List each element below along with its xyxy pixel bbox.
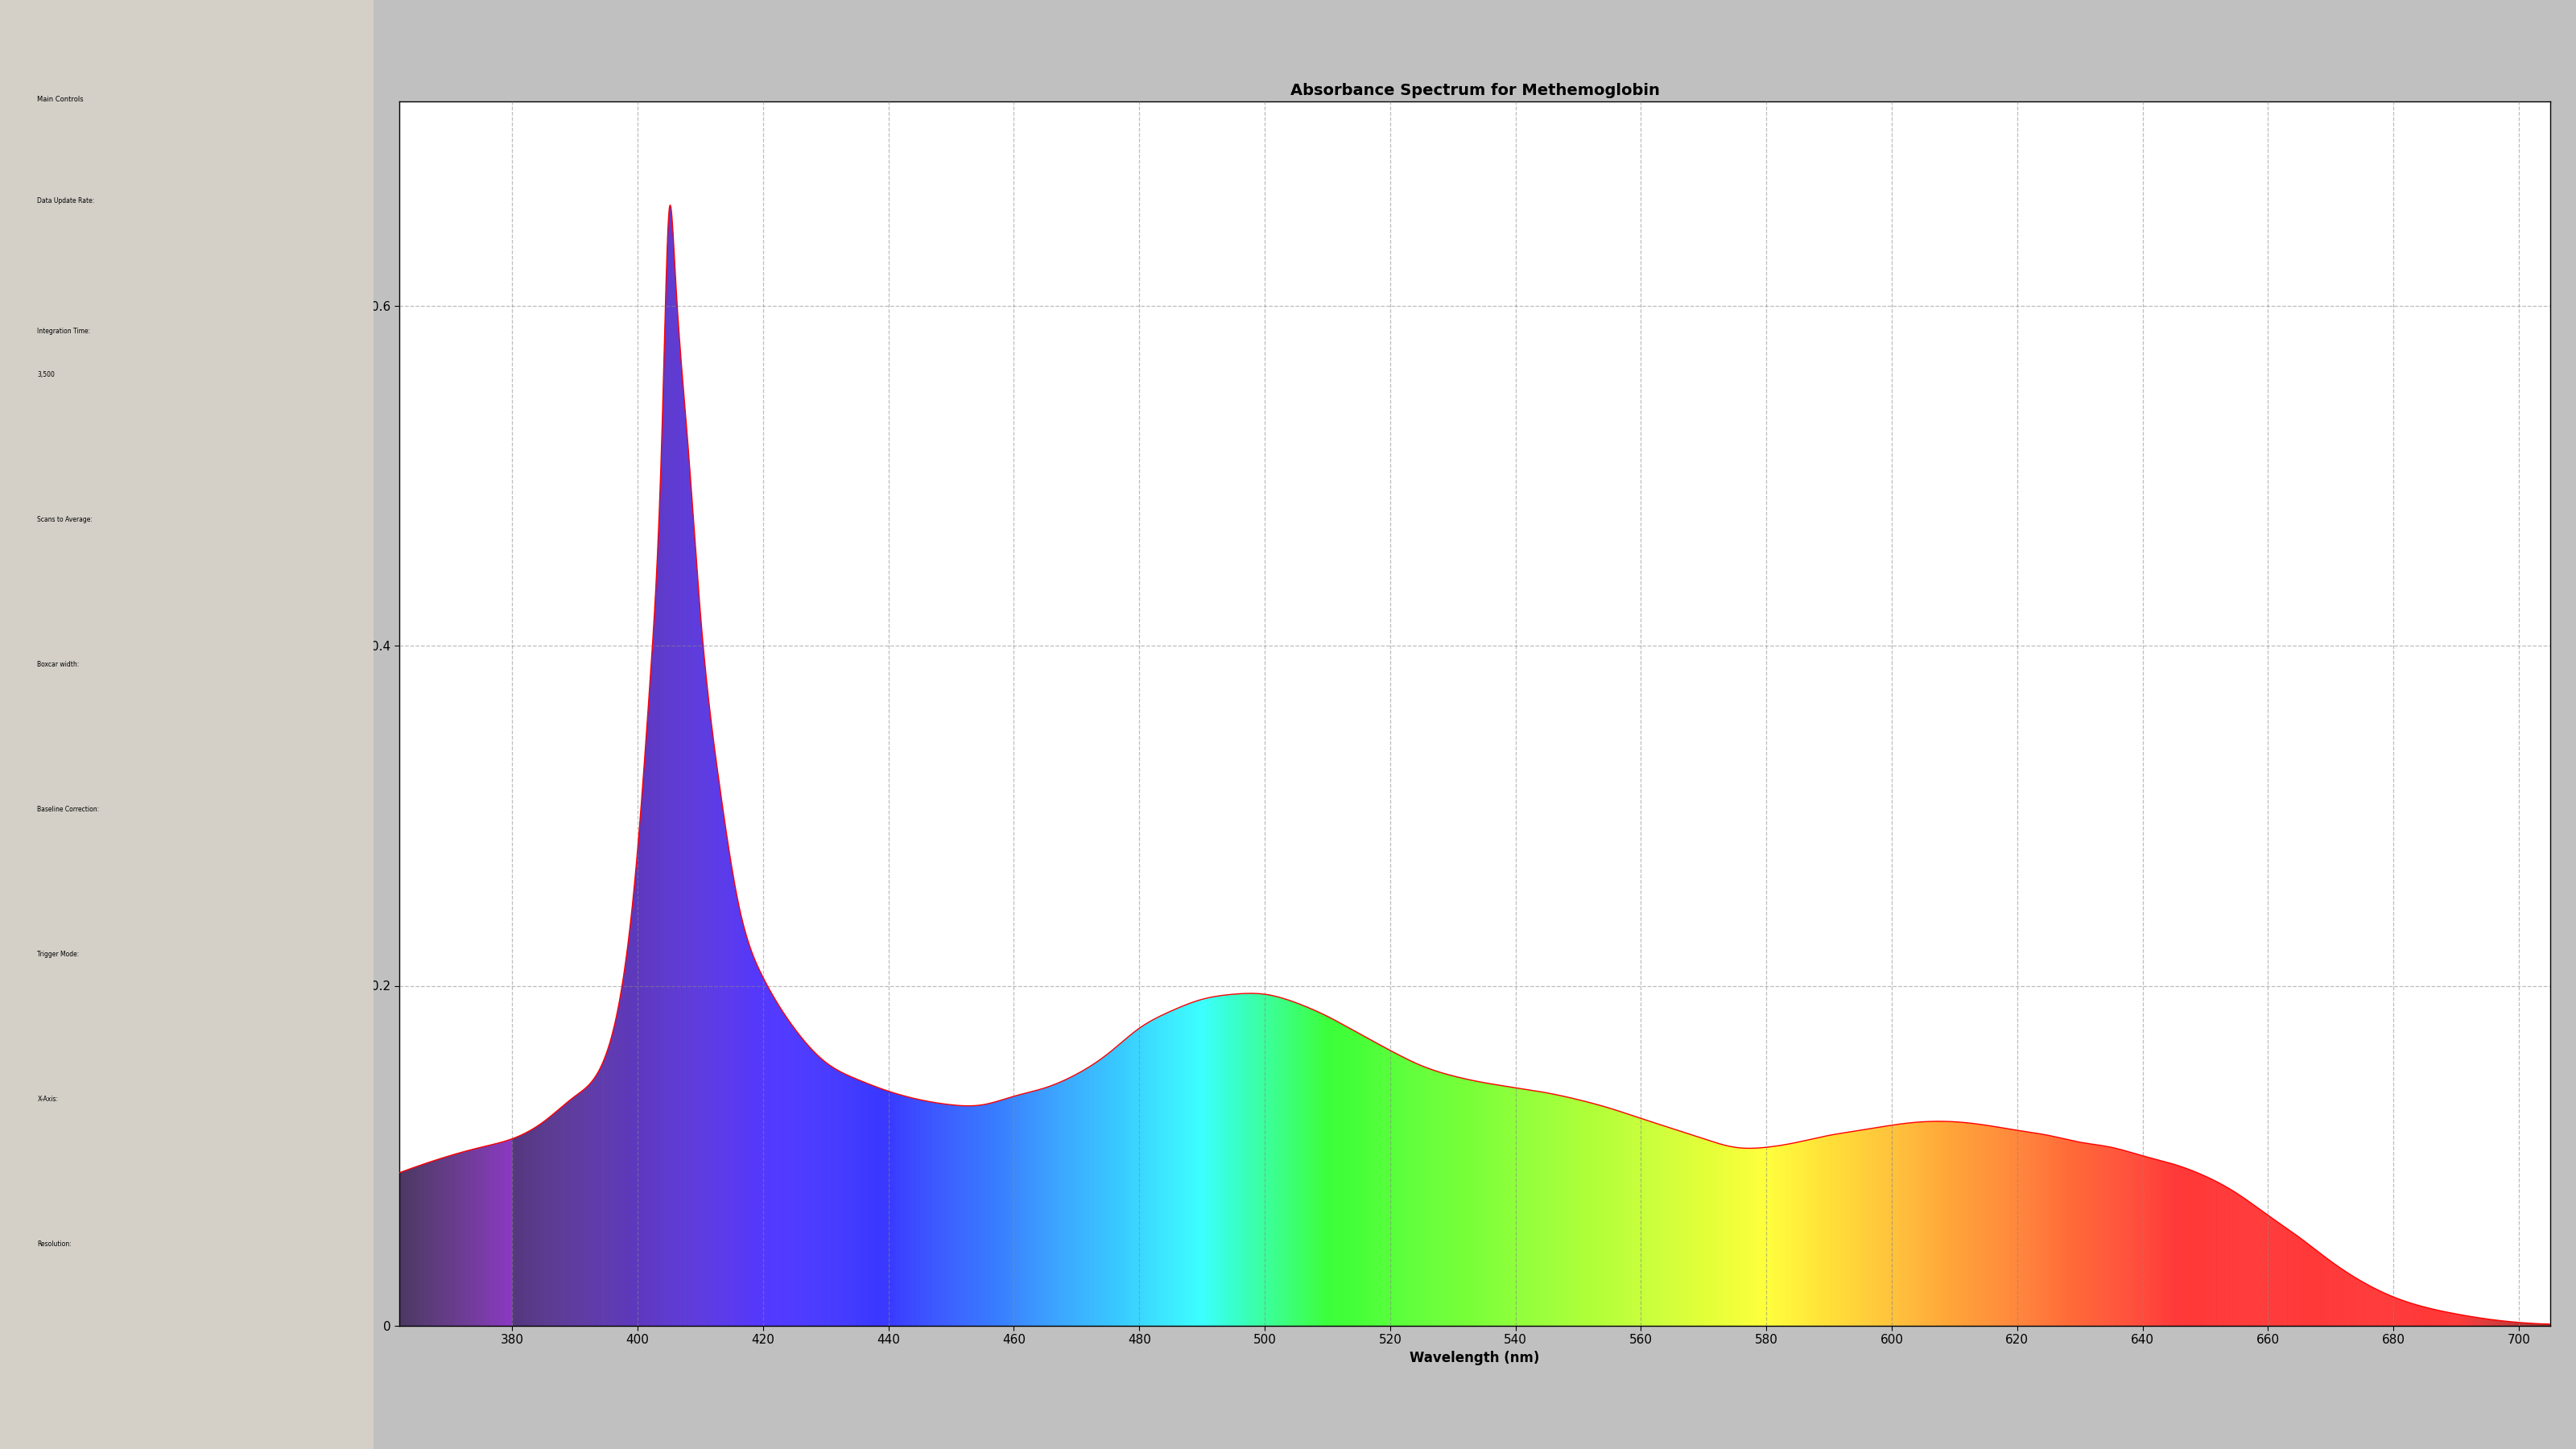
- Text: 3,500: 3,500: [36, 371, 54, 378]
- Text: Integration Time:: Integration Time:: [36, 327, 90, 335]
- X-axis label: Wavelength (nm): Wavelength (nm): [1409, 1350, 1540, 1365]
- Text: X-Axis:: X-Axis:: [36, 1095, 59, 1103]
- Text: Main Controls: Main Controls: [36, 96, 85, 103]
- Text: Scans to Average:: Scans to Average:: [36, 516, 93, 523]
- Y-axis label: Absorbance (OD): Absorbance (OD): [353, 649, 366, 778]
- Text: Boxcar width:: Boxcar width:: [36, 661, 80, 668]
- Text: Resolution:: Resolution:: [36, 1240, 72, 1248]
- Text: Data Update Rate:: Data Update Rate:: [36, 197, 95, 204]
- Text: Trigger Mode:: Trigger Mode:: [36, 951, 80, 958]
- Text: Baseline Correction:: Baseline Correction:: [36, 806, 100, 813]
- Title: Absorbance Spectrum for Methemoglobin: Absorbance Spectrum for Methemoglobin: [1291, 83, 1659, 99]
